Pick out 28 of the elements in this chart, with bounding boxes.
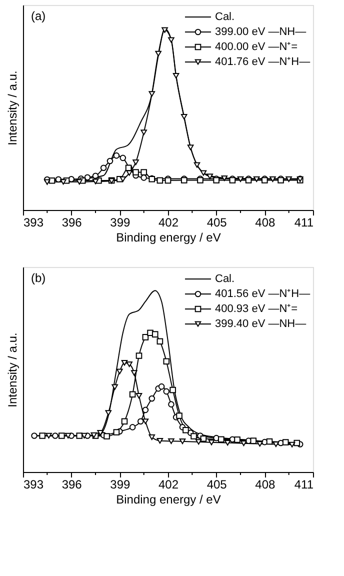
- x-axis-title: Binding energy / eV: [116, 492, 221, 506]
- legend-label: Cal.: [215, 11, 235, 23]
- x-axis-title: Binding energy / eV: [116, 230, 221, 244]
- text: (b): [31, 271, 46, 285]
- legend-label: 401.76 eV —N⁺H—: [215, 56, 310, 68]
- legend-label: Cal.: [215, 273, 235, 285]
- x-tick-label: 393: [24, 216, 44, 230]
- legend-label: 399.40 eV —NH—: [215, 318, 306, 330]
- y-axis-title: Intensity / a.u.: [6, 70, 20, 146]
- x-tick-label: 402: [158, 478, 179, 492]
- x-tick-label: 408: [255, 216, 276, 230]
- x-tick-label: 405: [206, 216, 228, 230]
- x-tick-label: 393: [24, 478, 44, 492]
- y-axis-title: Intensity / a.u.: [6, 332, 20, 408]
- x-tick-label: 408: [255, 478, 276, 492]
- legend-label: 401.56 eV —N⁺H—: [215, 288, 310, 300]
- x-tick-label: 399: [110, 478, 130, 492]
- x-tick-label: 402: [158, 216, 179, 230]
- x-tick-label: 411: [294, 478, 314, 492]
- x-tick-label: 396: [62, 216, 82, 230]
- text: (a): [31, 9, 46, 23]
- legend-label: 400.00 eV —N⁺=: [215, 41, 298, 53]
- x-tick-label: 405: [206, 478, 228, 492]
- legend-label: 399.00 eV —NH—: [215, 26, 306, 38]
- x-tick-label: 399: [110, 216, 130, 230]
- x-tick-label: 396: [62, 478, 82, 492]
- x-tick-label: 411: [294, 216, 314, 230]
- legend-label: 400.93 eV —N⁺=: [215, 303, 298, 315]
